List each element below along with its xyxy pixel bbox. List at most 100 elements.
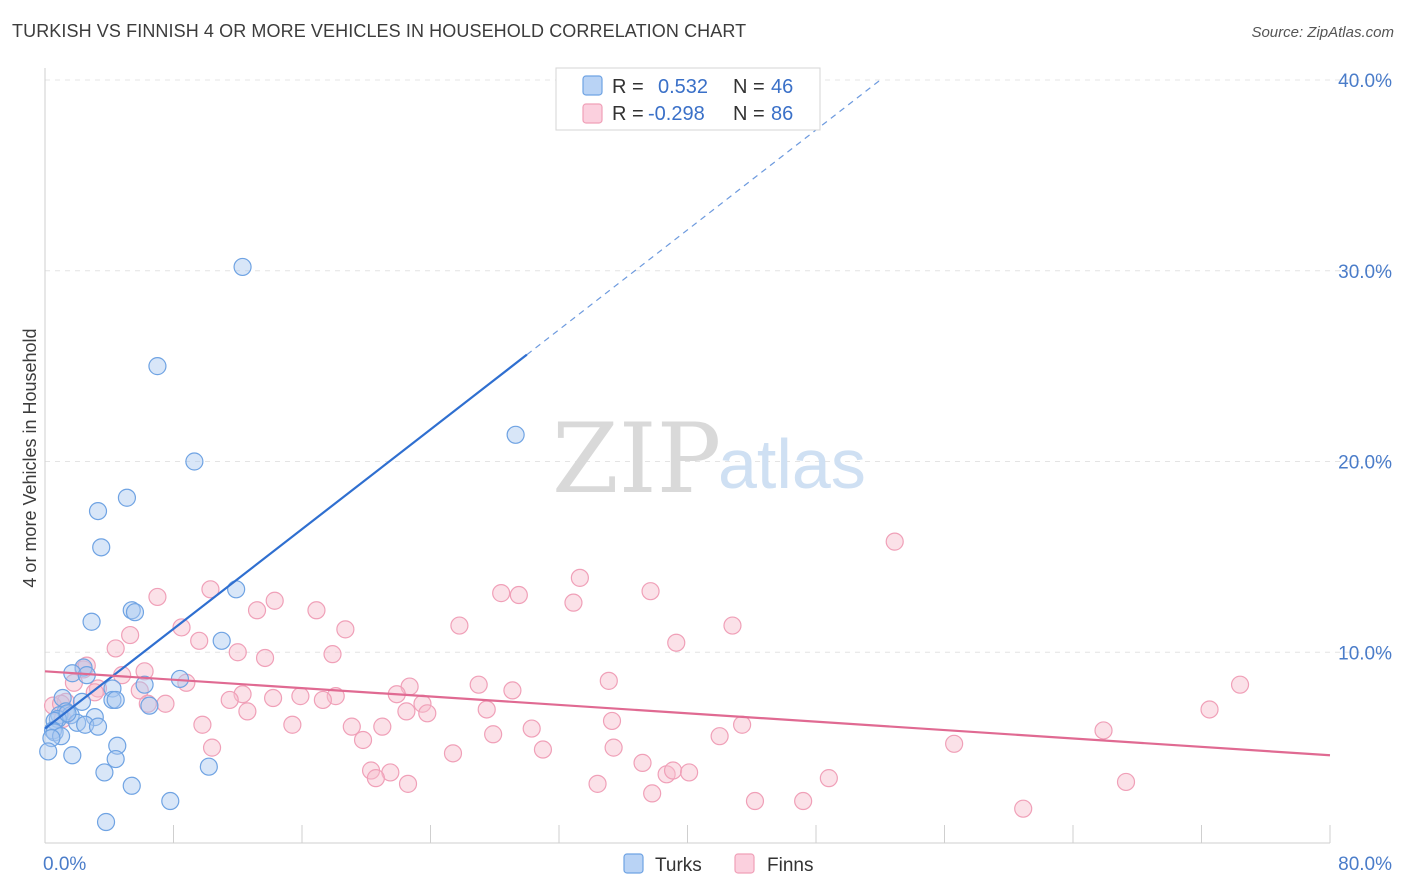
legend-turks-r-label: R = <box>612 76 644 98</box>
turks-point-31 <box>88 717 108 736</box>
finns-point-17 <box>667 633 686 652</box>
finns-point-33 <box>291 687 310 706</box>
trend-lines <box>44 79 1331 757</box>
turks-point-44 <box>96 812 116 832</box>
turks-point-10 <box>82 612 101 631</box>
finns-point-25 <box>1230 675 1250 694</box>
finns-point-48 <box>1200 700 1219 719</box>
y-tick-label-0: 10.0% <box>1338 643 1392 664</box>
turks-point-42 <box>122 776 141 795</box>
bottom-legend-finns: Finns <box>767 855 813 876</box>
turks-point-9 <box>125 603 145 622</box>
finns-point-60 <box>710 727 729 746</box>
finns-point-63 <box>443 744 463 763</box>
finns-point-55 <box>733 715 752 734</box>
finns-point-79 <box>794 791 813 811</box>
bottom-legend-swatch-finns <box>734 853 755 874</box>
finns-point-15 <box>121 625 140 645</box>
turks-point-6 <box>92 538 111 557</box>
finns-point-58 <box>353 730 373 750</box>
turks-point-2 <box>506 425 525 444</box>
finns-point-61 <box>945 734 964 753</box>
finns-point-41 <box>313 690 332 710</box>
finns-point-59 <box>484 725 503 744</box>
axes <box>44 68 1331 844</box>
finns-point-71 <box>680 763 699 782</box>
finns-point-21 <box>323 645 342 664</box>
turks-point-5 <box>88 501 108 521</box>
turks-point-36 <box>108 736 127 755</box>
turks-point-43 <box>161 791 180 811</box>
y-tick-label-1: 20.0% <box>1338 453 1392 474</box>
turks-point-21 <box>106 690 125 710</box>
finns-point-11 <box>172 618 191 637</box>
finns-point-65 <box>533 740 553 759</box>
finns-point-29 <box>503 681 522 700</box>
y-tick-label-3: 40.0% <box>1338 71 1392 92</box>
finns-point-4 <box>509 585 528 605</box>
finns-point-57 <box>1094 721 1113 740</box>
finns-point-56 <box>522 719 541 738</box>
finns-trend-line <box>44 670 1331 757</box>
chart-title: TURKISH VS FINNISH 4 OR MORE VEHICLES IN… <box>12 21 747 41</box>
finns-point-39 <box>220 690 239 710</box>
finns-point-10 <box>564 593 583 612</box>
finns-point-80 <box>1014 799 1033 818</box>
legend-box: R = 0.532 N = 46 R = -0.298 N = 86 <box>555 67 821 131</box>
finns-point-64 <box>604 738 623 757</box>
grid-lines <box>45 79 1392 653</box>
finns-point-20 <box>255 648 275 668</box>
legend-turks-r: 0.532 <box>658 76 708 98</box>
turks-point-26 <box>85 708 104 727</box>
finns-point-75 <box>588 774 607 793</box>
finns-point-38 <box>156 694 175 713</box>
finns-point-51 <box>283 715 302 734</box>
finns-point-45 <box>238 702 257 721</box>
legend-finns-n: 86 <box>771 103 793 125</box>
bottom-legend: Turks Finns <box>623 853 813 876</box>
finns-point-28 <box>469 675 488 694</box>
turks-point-7 <box>227 580 246 599</box>
finns-point-9 <box>247 601 267 620</box>
turks-point-35 <box>42 728 61 748</box>
finns-point-47 <box>418 704 437 723</box>
x-tick-label-1: 80.0% <box>1338 854 1392 875</box>
finns-point-12 <box>336 620 355 639</box>
turks-point-11 <box>212 631 231 650</box>
legend-swatch-finns <box>582 103 603 124</box>
finns-point-46 <box>397 702 416 721</box>
watermark-zip: ZIP <box>552 403 721 515</box>
legend-turks-n-label: N = <box>733 76 765 98</box>
finns-point-3 <box>492 584 511 603</box>
finns-point-2 <box>201 580 220 599</box>
finns-point-8 <box>307 601 326 620</box>
finns-point-74 <box>398 774 418 793</box>
finns-point-24 <box>599 671 618 690</box>
turks-point-3 <box>185 452 204 471</box>
finns-point-84 <box>85 683 104 702</box>
turks-point-39 <box>106 749 125 769</box>
turks-trend-extension <box>526 79 881 356</box>
bottom-legend-turks: Turks <box>655 855 702 876</box>
source-credit: Source: ZipAtlas.com <box>1251 24 1394 41</box>
tick-labels: 10.0% 20.0% 30.0% 40.0% 0.0% 80.0% <box>43 71 1392 875</box>
finns-point-40 <box>263 688 283 708</box>
finns-point-54 <box>602 711 622 731</box>
bottom-legend-swatch-turks <box>623 853 644 874</box>
finns-point-77 <box>643 784 662 803</box>
finns-point-73 <box>819 769 838 788</box>
finns-point-52 <box>342 717 361 736</box>
watermark-atlas: atlas <box>718 425 866 503</box>
turks-point-1 <box>148 357 167 376</box>
turks-point-16 <box>135 675 154 694</box>
legend-finns-r-label: R = <box>612 103 644 125</box>
turks-point-40 <box>199 757 218 776</box>
legend-finns-n-label: N = <box>733 103 765 125</box>
series-turks <box>39 257 525 832</box>
y-tick-label-2: 30.0% <box>1338 262 1392 283</box>
y-axis-label: 4 or more Vehicles in Household <box>20 328 40 587</box>
finns-point-62 <box>202 738 222 757</box>
finns-point-0 <box>885 532 904 551</box>
finns-point-1 <box>570 568 589 587</box>
